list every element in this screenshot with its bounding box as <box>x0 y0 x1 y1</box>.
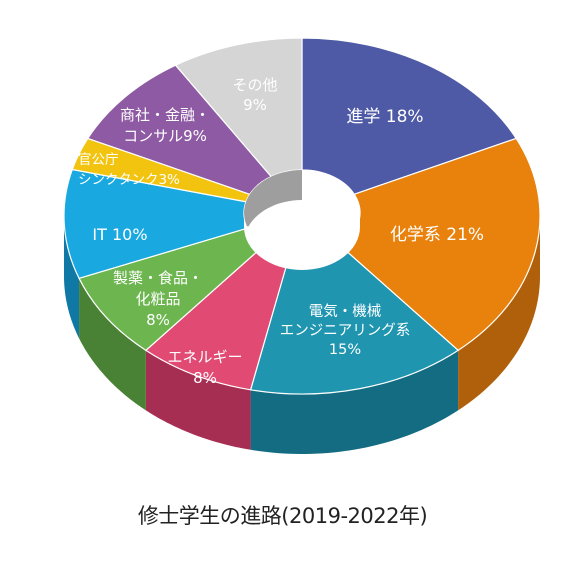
donut-top-faces <box>63 37 541 395</box>
slice-label-電気-機械エンジニアリング系: 電気・機械エンジニアリング系 15% <box>280 303 411 358</box>
chart-caption: 修士学生の進路(2019-2022年) <box>137 504 428 528</box>
hole-inner-wall <box>244 170 302 227</box>
donut-hole <box>244 170 360 270</box>
donut-chart: 進学 18% 化学系 21% 電気・機械エンジニアリング系 15% エネルギー 8% 製薬・… <box>63 37 541 454</box>
slice-side-製薬-食品-化粧品 <box>79 278 146 411</box>
slice-label-その他: その他 9% <box>232 76 277 114</box>
slice-labels: 進学 18% 化学系 21% 電気・機械エンジニアリング系 15% エネルギー 8% 製薬・… <box>78 76 484 387</box>
slice-label-製薬-食品-化粧品: 製薬・食品・化粧品 8% <box>113 269 203 329</box>
slice-label-官公庁シンクタンク: 官公庁シンクタンク3% <box>78 152 180 188</box>
slice-label-エネルギー: エネルギー 8% <box>167 348 242 387</box>
slice-side-IT <box>64 216 80 339</box>
slice-label-化学系: 化学系 21% <box>390 225 484 245</box>
slice-label-商社-金融-コンサル: 商社・金融・コンサル9% <box>120 106 210 145</box>
hole-front <box>244 213 360 270</box>
slice-side-化学系 <box>458 216 540 411</box>
slice-label-進学: 進学 18% <box>346 107 423 127</box>
slice-label-IT: IT 10% <box>92 225 147 244</box>
slice-side-エネルギー <box>145 350 251 450</box>
